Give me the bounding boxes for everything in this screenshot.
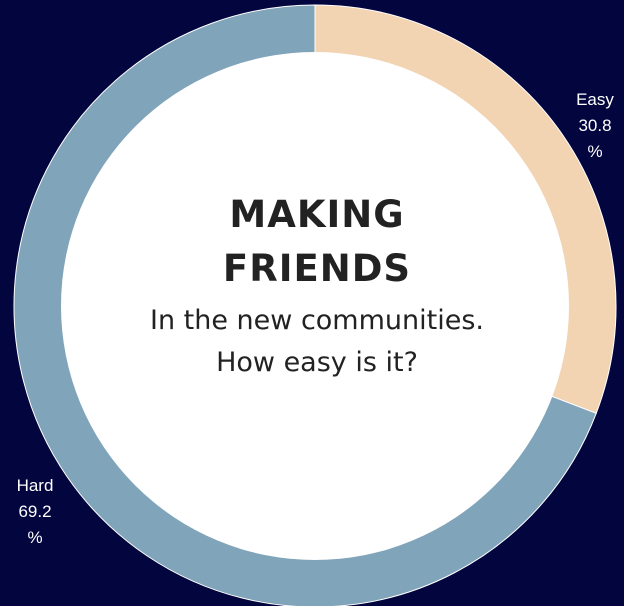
slice-label-easy-name: Easy	[576, 90, 614, 109]
chart-subtitle: In the new communities. How easy is it?	[150, 305, 484, 378]
chart-title: MAKING FRIENDS	[222, 193, 412, 290]
slice-label-easy: Easy 30.8 %	[565, 87, 624, 165]
slice-label-hard-unit: %	[27, 528, 43, 547]
donut-center	[61, 52, 569, 560]
slice-label-hard-name: Hard	[16, 476, 54, 495]
slice-label-easy-unit: %	[587, 142, 603, 161]
slice-label-easy-value: 30.8	[578, 116, 612, 135]
center-text: MAKING FRIENDS In the new communities. H…	[150, 188, 484, 384]
slice-label-hard-value: 69.2	[18, 502, 52, 521]
slice-label-hard: Hard 69.2 %	[5, 473, 65, 551]
